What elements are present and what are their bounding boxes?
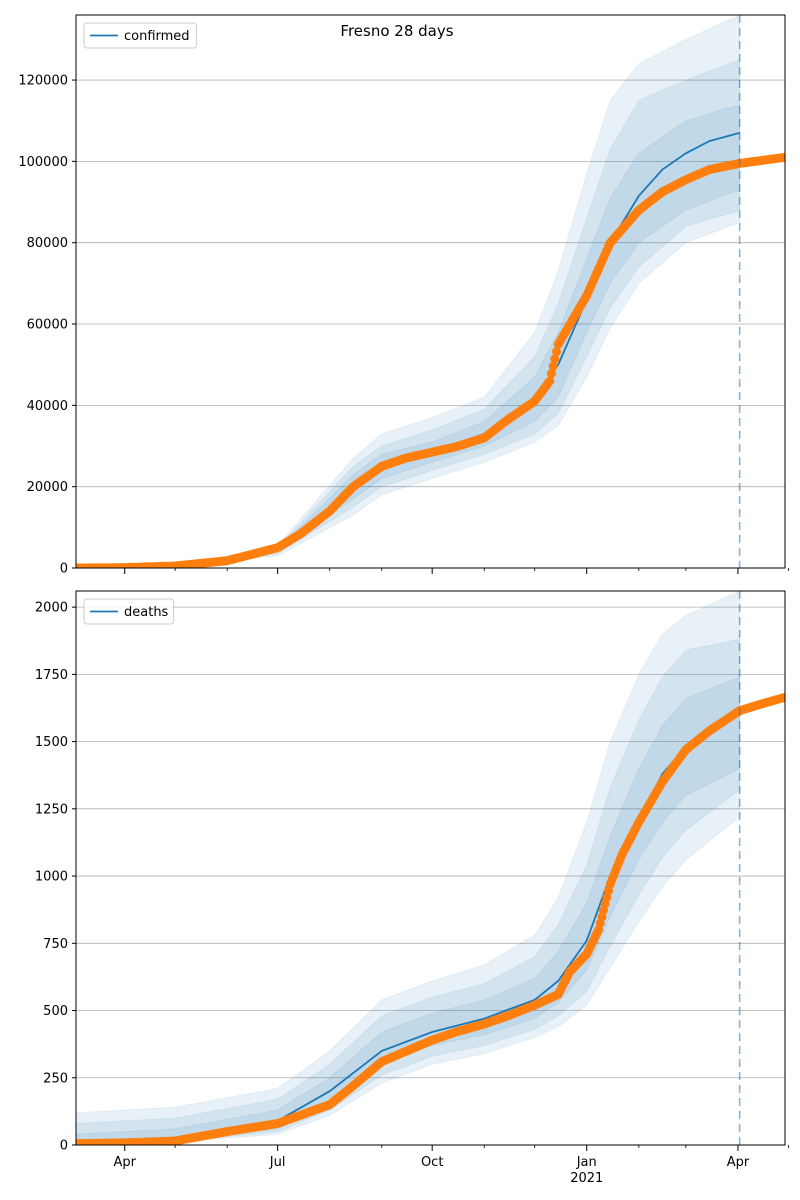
y-tick-label: 100000 <box>18 155 68 170</box>
plot-area <box>76 15 785 568</box>
observed-points <box>76 692 785 1145</box>
legend-box <box>83 598 175 625</box>
observed-points <box>76 152 785 568</box>
y-tick-label: 0 <box>60 562 68 577</box>
observed-point <box>545 376 555 386</box>
observed-point <box>548 361 558 371</box>
legend-label: deaths <box>124 605 169 620</box>
y-tick-label: 250 <box>43 1071 68 1086</box>
y-tick-label: 2000 <box>35 601 68 616</box>
y-tick-label: 1750 <box>35 668 68 683</box>
observed-point <box>547 369 556 379</box>
observed-point <box>552 347 561 357</box>
y-tick-label: 500 <box>43 1004 68 1019</box>
y-tick-label: 1250 <box>35 802 68 817</box>
axes-frame <box>75 590 786 1146</box>
legend: deaths <box>83 598 175 625</box>
y-tick-label: 60000 <box>27 318 68 333</box>
x-tick-label: Jan <box>576 1155 597 1170</box>
x-tick-label: Apr <box>113 1155 136 1170</box>
figure-title: Fresno 28 days <box>340 22 453 40</box>
observed-point <box>780 152 785 162</box>
deaths-panel: 0 250 500 750 1000 1250 1500 1750 2000 Apr Jul Oct J… <box>35 590 789 1186</box>
x-tick-label: Jul <box>269 1155 286 1170</box>
axes-frame <box>75 14 786 569</box>
legend-label: confirmed <box>124 29 190 44</box>
y-tick-label: 120000 <box>18 74 68 89</box>
y-tick-label: 750 <box>43 937 68 952</box>
observed-point <box>780 692 785 702</box>
legend: confirmed <box>83 22 197 49</box>
x-tick-label: Apr <box>727 1155 750 1170</box>
y-tick-label: 80000 <box>27 236 68 251</box>
x-tick-year-label: 2021 <box>570 1171 603 1186</box>
confirmed-panel: 0 20000 40000 60000 80000 100000 120000 confirm… <box>18 14 789 577</box>
x-tick-label: Oct <box>421 1155 443 1170</box>
y-tick-label: 20000 <box>27 480 68 495</box>
y-tick-label: 1500 <box>35 735 68 750</box>
y-tick-label: 0 <box>60 1139 68 1154</box>
legend-box <box>83 22 197 49</box>
y-tick-label: 40000 <box>27 399 68 414</box>
observed-point <box>550 354 560 364</box>
y-tick-label: 1000 <box>35 870 68 885</box>
plot-area <box>76 591 785 1145</box>
